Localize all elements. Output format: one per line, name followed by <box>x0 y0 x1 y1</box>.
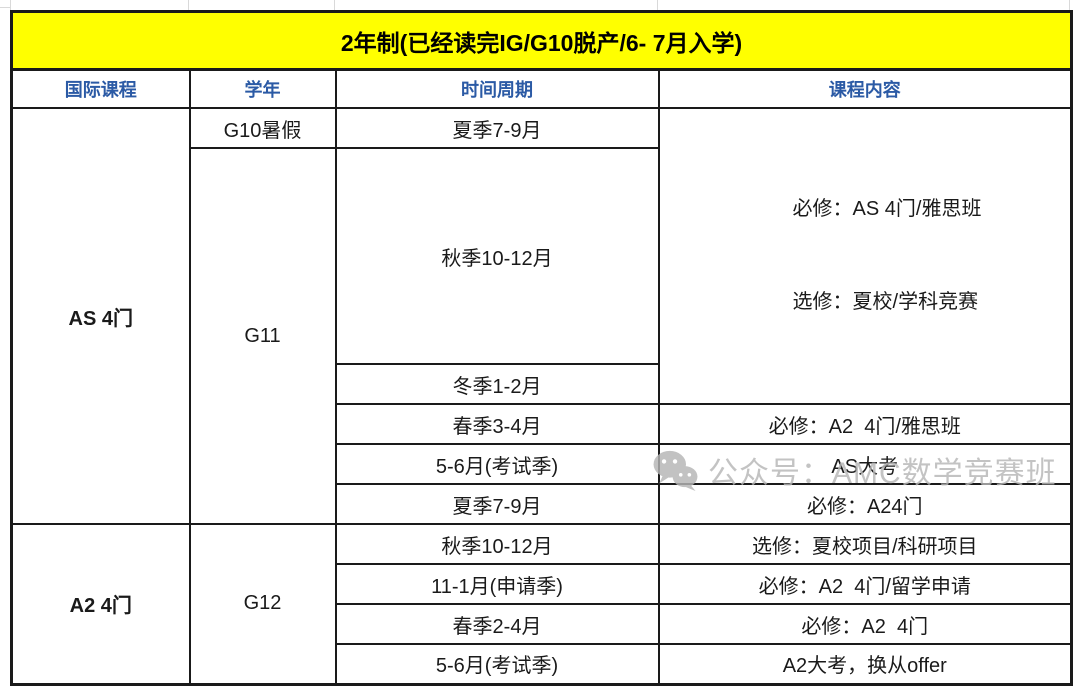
grid-stub <box>334 0 335 10</box>
cell-period: 秋季10-12月 <box>334 147 660 365</box>
cell-period: 冬季1-2月 <box>334 363 660 405</box>
cell-course-a2: A2 4门 <box>10 523 191 685</box>
grid-stub <box>188 0 189 10</box>
cell-period: 夏季7-9月 <box>334 483 660 525</box>
col-header-period: 时间周期 <box>334 68 660 109</box>
table-title: 2年制(已经读完IG/G10脱产/6- 7月入学) <box>10 10 1073 71</box>
cell-period: 春季2-4月 <box>334 603 660 645</box>
content-line-elective: 选修：夏校/学科竞赛 <box>792 291 979 313</box>
cell-content: 必修：A2 4门/留学申请 <box>657 563 1073 605</box>
cell-period: 5-6月(考试季) <box>334 643 660 685</box>
cell-content: 必修：A24门 <box>657 483 1073 525</box>
cell-period: 11-1月(申请季) <box>334 563 660 605</box>
content-line-required: 必修：AS 4门/雅思班 <box>792 198 982 220</box>
col-header-course: 国际课程 <box>10 68 191 109</box>
cell-content: 必修：A2 4门/雅思班 <box>657 403 1073 445</box>
schedule-table: 2年制(已经读完IG/G10脱产/6- 7月入学) 国际课程 学年 时间周期 课… <box>10 10 1074 686</box>
cell-period: 秋季10-12月 <box>334 523 660 565</box>
cell-content: AS大考 <box>657 443 1073 485</box>
cell-course-as: AS 4门 <box>10 107 191 525</box>
col-header-content: 课程内容 <box>657 68 1073 109</box>
cell-period: 5-6月(考试季) <box>334 443 660 485</box>
cell-period: 春季3-4月 <box>334 403 660 445</box>
cell-period: 夏季7-9月 <box>334 107 660 149</box>
grid-stub <box>0 7 10 8</box>
merged-content-block: 必修：AS 4门/雅思班 选修：夏校/学科竞赛 <box>793 132 982 380</box>
cell-year-g10summer: G10暑假 <box>188 107 337 149</box>
cell-year-g11: G11 <box>188 147 337 525</box>
grid-stub <box>657 0 658 10</box>
cell-content: 必修：A2 4门 <box>657 603 1073 645</box>
grid-stub <box>10 0 11 10</box>
cell-content: 选修：夏校项目/科研项目 <box>657 523 1073 565</box>
cell-content: A2大考，换从offer <box>657 643 1073 685</box>
cell-content-merged: 必修：AS 4门/雅思班 选修：夏校/学科竞赛 <box>657 107 1073 405</box>
grid-stub <box>1069 0 1070 10</box>
col-header-year: 学年 <box>188 68 337 109</box>
cell-year-g12: G12 <box>188 523 337 685</box>
